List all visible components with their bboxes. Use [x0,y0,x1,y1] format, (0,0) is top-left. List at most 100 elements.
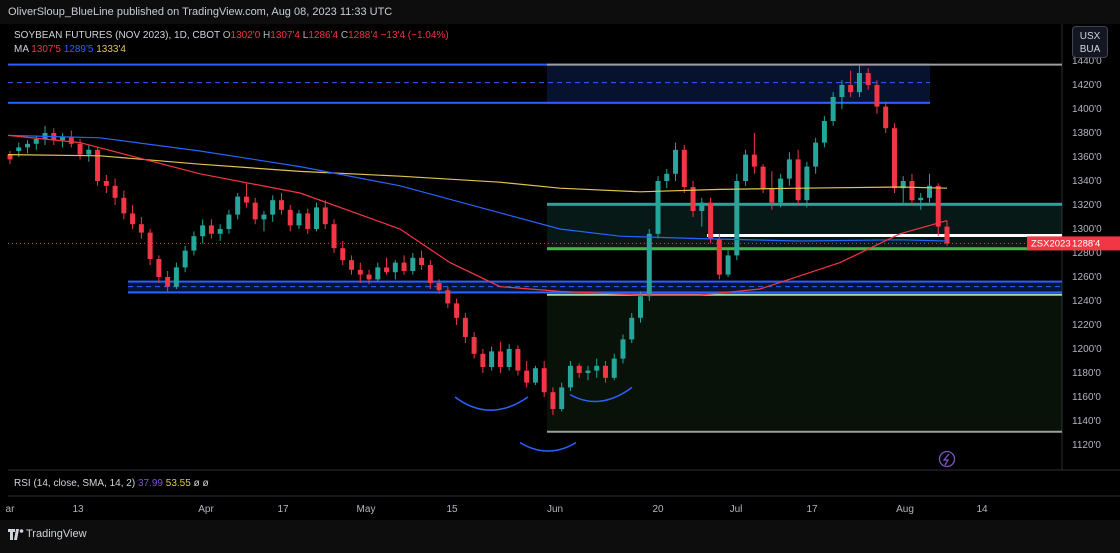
candle-body [208,225,214,234]
blue-zone-band [128,280,1062,294]
candle-body [305,213,311,229]
candle-body [708,202,714,239]
candle-body [524,370,530,383]
candle-body [489,351,495,367]
candle-body [165,277,171,287]
open-value: 1302'0 [230,30,261,41]
ma-value-2: 1289'5 [63,44,94,55]
y-tick-label: 1300'0 [1072,224,1102,235]
y-tick-label: 1140'0 [1072,416,1101,427]
y-tick-label: 1180'0 [1072,368,1101,379]
candle-body [506,349,512,367]
candle-body [751,154,757,167]
candle-body [830,97,836,121]
candle-body [375,267,381,280]
demand-zone [547,295,1062,432]
x-tick-label: Aug [896,504,914,515]
candle-body [778,178,784,203]
candle-body [944,226,950,244]
price-tag-value: 1288'4 [1072,238,1100,249]
candle-body [86,149,92,155]
candle-body [638,296,644,318]
unit-line-1: USX [1079,31,1101,42]
candle-body [891,128,897,189]
candle-body [839,85,845,97]
rsi-value-3: ø [193,478,200,489]
candle-body [340,248,346,261]
candle-body [182,250,188,268]
x-tick-label: 17 [277,504,289,515]
candle-body [349,260,355,270]
ma-blue-line [7,134,948,242]
candle-body [541,368,547,393]
candle-body [918,197,924,201]
candle-body [331,224,337,249]
candle-body [550,392,556,409]
publish-line: OliverSloup_BlueLine published on Tradin… [8,6,393,18]
candle-body [217,229,223,234]
candle-body [532,368,538,383]
supply-zone-top [547,65,930,105]
y-tick-label: 1320'0 [1072,200,1102,211]
candle-body [156,259,162,277]
candle-body [629,317,635,340]
candle-body [410,257,416,271]
chart-area[interactable]: 1440'0 1420'0 1400'0 1380'0 1360'0 1340'0 1320… [0,24,1120,548]
lightning-icon [938,450,956,468]
candle-body [681,149,687,187]
symbol-legend: SOYBEAN FUTURES (NOV 2023), 1D, CBOT O13… [14,30,449,41]
x-tick-label: 20 [652,504,664,515]
candle-body [401,262,407,271]
low-value: 1286'4 [308,30,339,41]
candle-body [138,224,144,233]
candle-body [270,200,276,215]
candle-body [60,136,66,141]
unit-line-2: BUA [1079,44,1101,55]
y-tick-label: 1420'0 [1072,80,1102,91]
candle-body [243,196,249,203]
currency-unit-button[interactable]: USX BUA [1072,26,1108,58]
lightning-icon-glyph [942,453,950,466]
candle-body [7,154,13,160]
price-tag-bg [1027,236,1120,251]
green-zone-band [547,203,1062,251]
candle-body [786,159,792,179]
ma-yellow-line [7,154,948,193]
candle-body [900,181,906,189]
footer-bar: TradingView [0,520,1120,548]
candle-body [856,73,862,93]
candle-body [471,337,477,354]
high-value: 1307'4 [270,30,300,41]
candle-body [567,365,573,388]
candle-body [436,283,442,291]
x-tick-label: Apr [198,504,214,515]
light-green-line [547,293,1062,296]
y-tick-label: 1160'0 [1072,392,1101,403]
candle-body [664,173,670,181]
candle-body [454,303,460,318]
candle-body [646,233,652,297]
candle-body [602,365,608,378]
candle-body [287,209,293,226]
left-shoulder-arc [454,396,529,411]
x-tick-label: 13 [72,504,84,515]
candle-body [419,257,425,265]
candle-body [611,358,617,378]
candle-body [480,353,486,367]
rsi-value-2: 53.55 [165,478,191,489]
candle-body [559,387,565,409]
candle-body [25,143,31,148]
candle-body [112,185,118,198]
ma-label: MA [14,44,29,55]
candle-body [795,159,801,201]
tradingview-logo-icon [8,529,24,540]
zone-line-top [8,63,930,66]
candle-body [725,255,731,275]
ma-value-1: 1307'5 [31,44,61,55]
brand-name: TradingView [26,528,87,540]
price-chart[interactable]: 1440'01420'01400'01380'01360'01340'01320… [0,24,1120,548]
candle-body [760,166,766,189]
candle-body [821,121,827,143]
candle-body [935,185,941,227]
candle-body [813,142,819,167]
